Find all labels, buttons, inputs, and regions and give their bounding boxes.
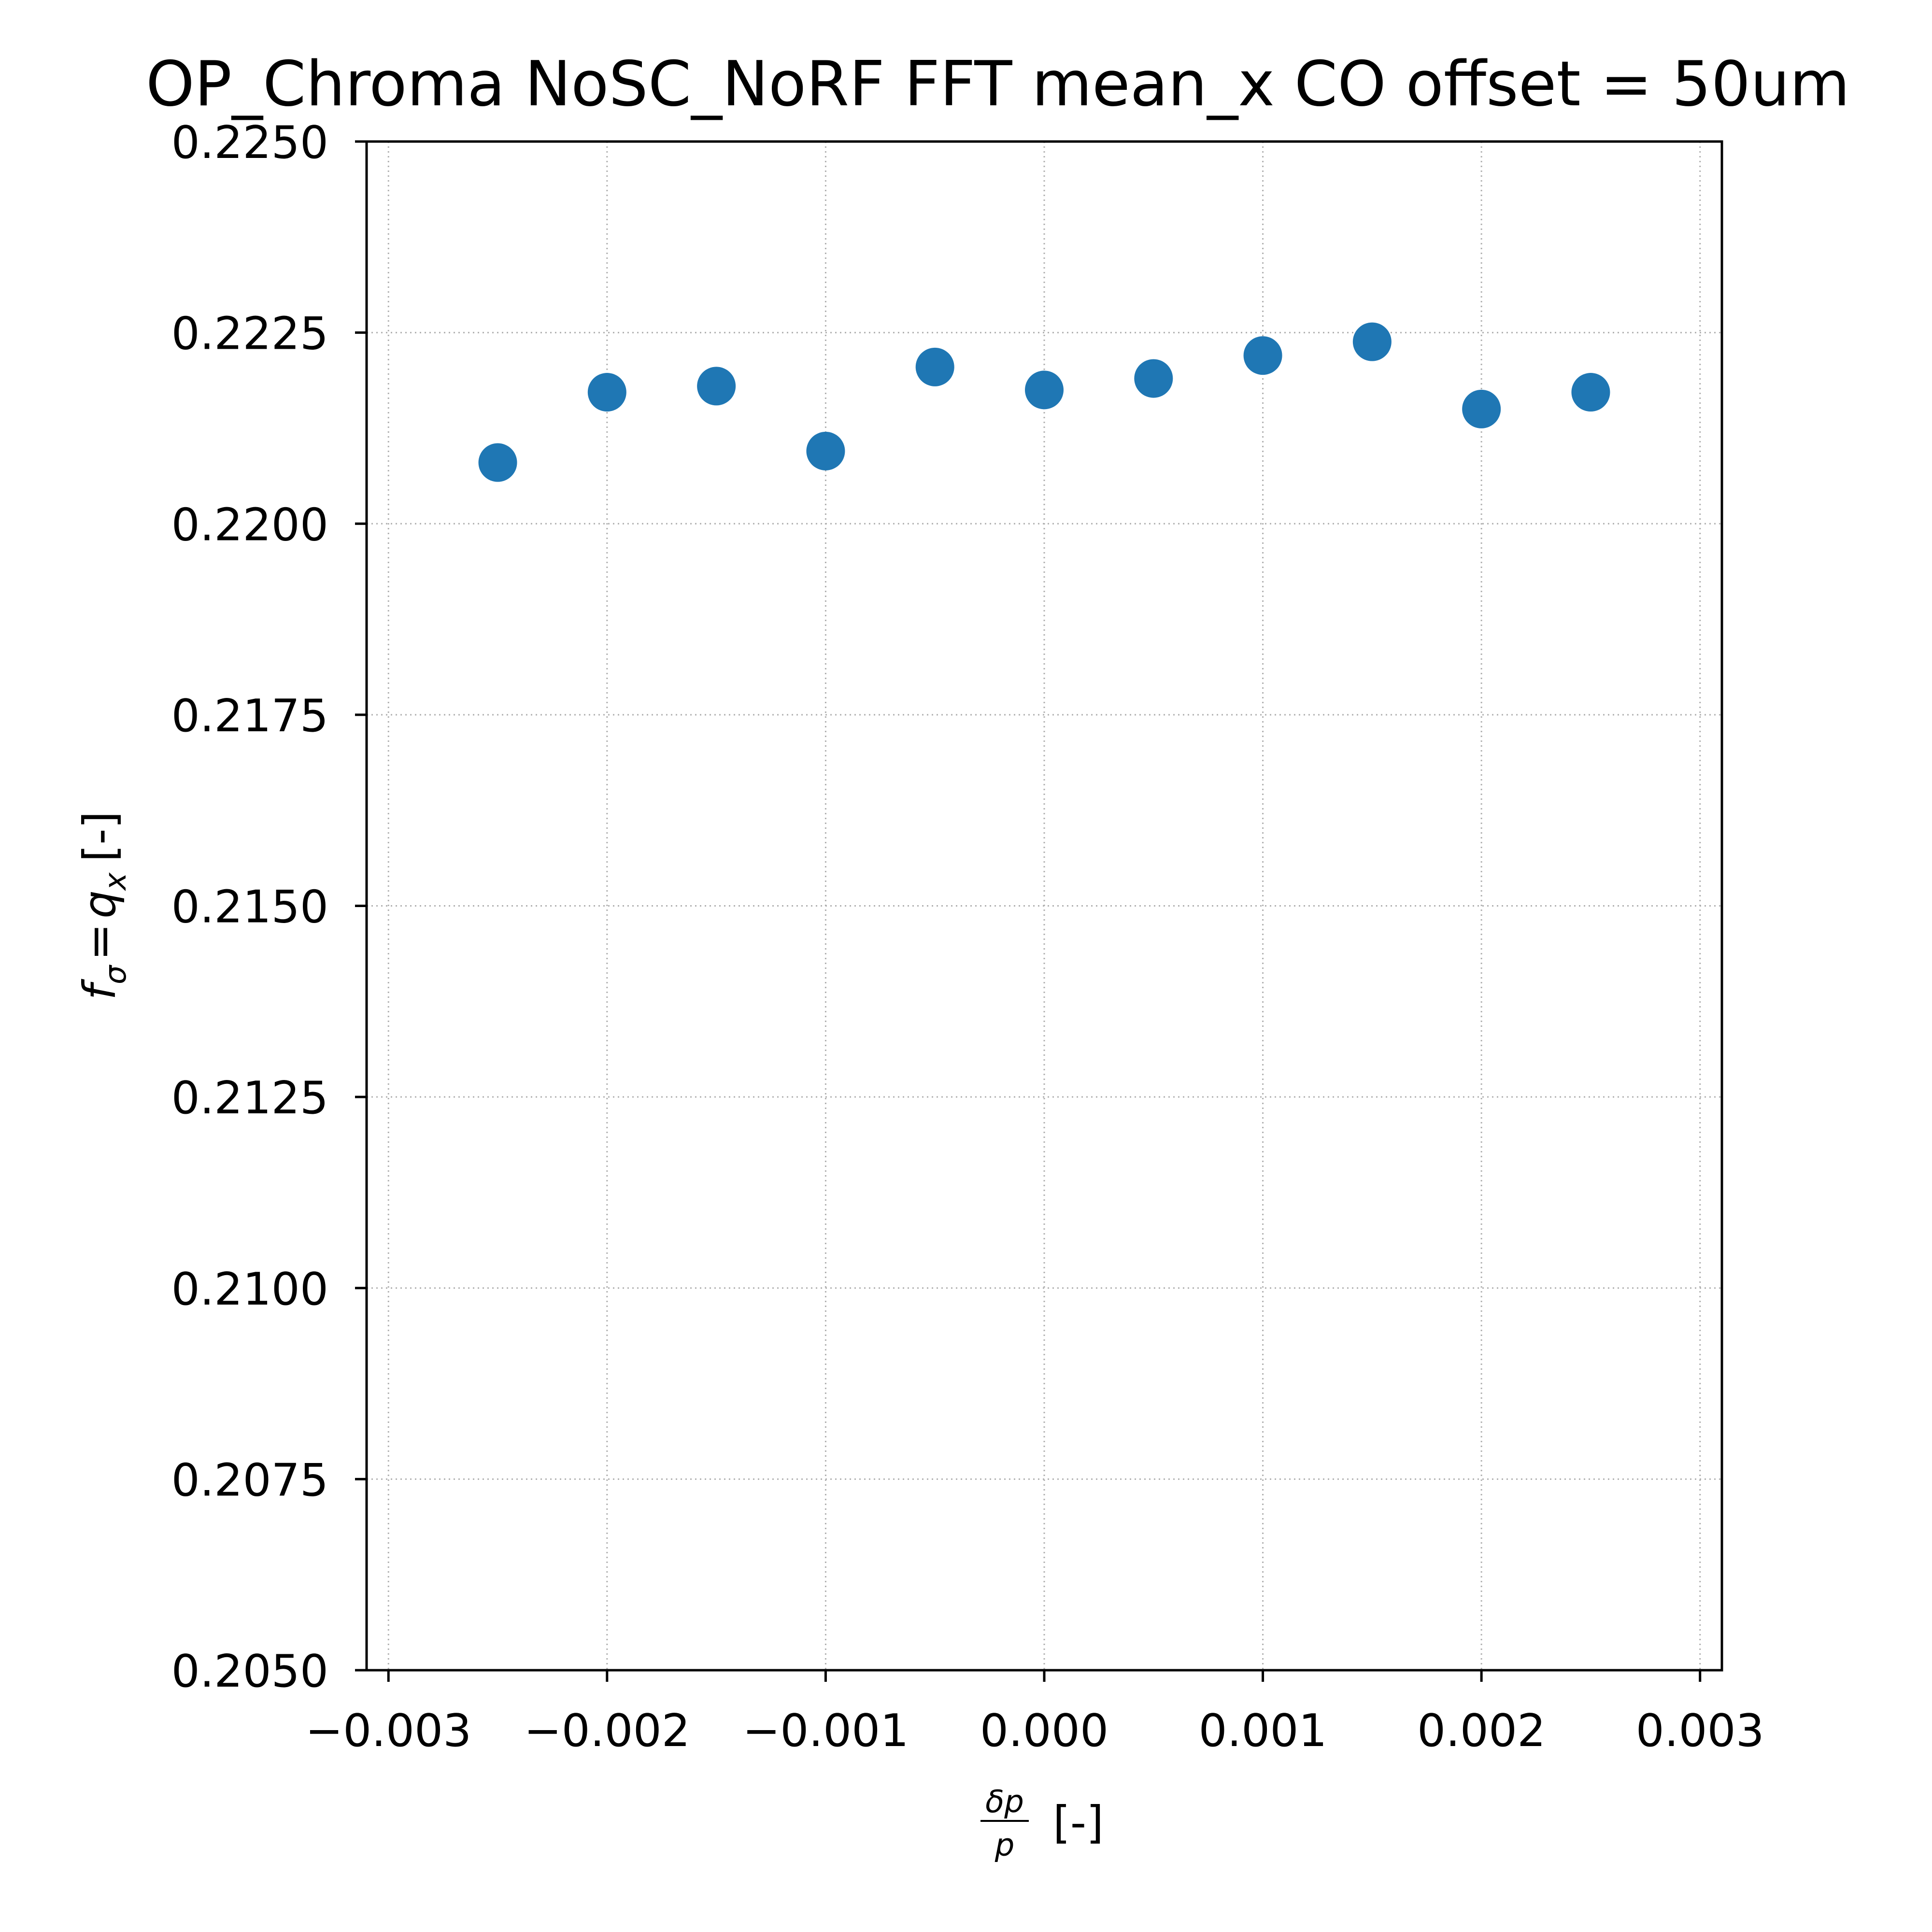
data-point [1134,359,1173,398]
data-point [1352,322,1392,361]
data-point [697,367,736,406]
y-tick-label: 0.2175 [171,690,328,742]
y-label-q-sub: x [98,872,133,891]
data-point [478,443,517,482]
y-axis-ticks: 0.2050 0.2075 0.2100 0.2125 0.2150 0.2175 0.22… [171,116,367,1697]
data-point [806,431,845,470]
y-tick-label: 0.2250 [171,116,328,169]
y-label-equals: = [74,923,126,961]
y-axis-label: fσ=qx[-] [74,811,133,1000]
scatter-points [478,322,1610,482]
y-label-unit: [-] [74,811,126,862]
x-tick-label: −0.002 [524,1705,690,1757]
chart-title: OP_Chroma NoSC_NoRF FFT mean_x CO offset… [146,48,1850,120]
data-point [915,347,954,386]
data-point [1025,370,1064,410]
x-label-numerator: δp [985,1784,1024,1820]
x-axis-label: δp p [-] [980,1784,1104,1863]
y-tick-label: 0.2125 [171,1072,328,1124]
data-point [1462,389,1501,428]
y-tick-label: 0.2200 [171,498,328,551]
x-tick-label: −0.003 [305,1705,471,1757]
data-point [1243,336,1282,375]
x-tick-label: 0.001 [1198,1705,1327,1757]
y-tick-label: 0.2050 [171,1645,328,1697]
svg-text:fσ=qx[-]: fσ=qx[-] [74,811,133,1000]
y-tick-label: 0.2225 [171,308,328,360]
x-label-unit: [-] [1053,1797,1104,1848]
x-tick-label: 0.003 [1636,1705,1764,1757]
y-label-q: q [74,890,126,918]
data-point [587,373,626,412]
y-tick-label: 0.2150 [171,881,328,933]
x-label-denominator: p [994,1828,1015,1863]
y-label-f-sub: σ [98,965,133,984]
x-tick-label: 0.000 [980,1705,1108,1757]
y-tick-label: 0.2075 [171,1454,328,1506]
x-tick-label: 0.002 [1417,1705,1546,1757]
data-point [1571,373,1610,412]
y-tick-label: 0.2100 [171,1263,328,1315]
x-tick-label: −0.001 [742,1705,909,1757]
x-axis-ticks: −0.003 −0.002 −0.001 0.000 0.001 0.002 0.003 [305,1670,1764,1757]
